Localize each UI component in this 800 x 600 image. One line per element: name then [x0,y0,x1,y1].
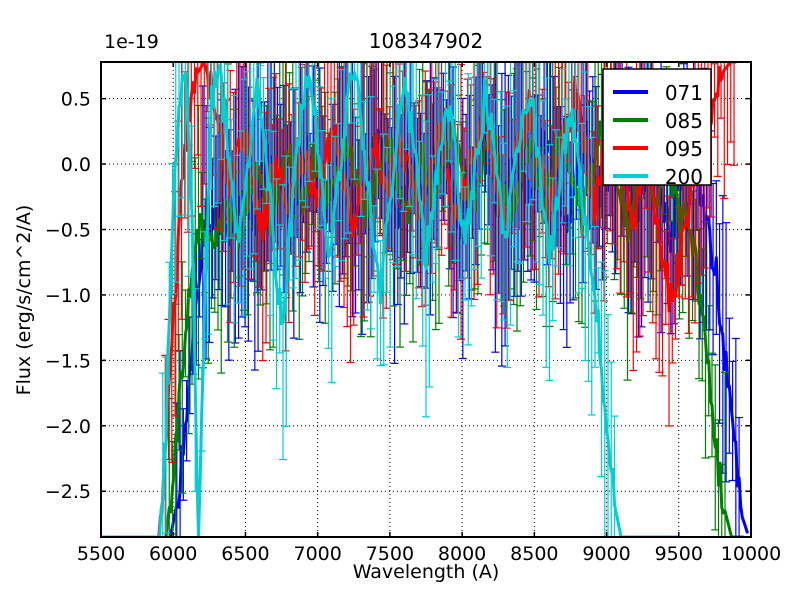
legend-box [602,68,712,186]
legend-label-200: 200 [665,165,703,189]
legend-label-071: 071 [665,81,703,105]
x-tick-label: 9500 [655,543,703,565]
y-axis-ticks: 0.5 0.0 −0.5 −1.0 −1.5 −2.0 −2.5 [45,89,751,503]
data-series-layer [101,62,749,537]
legend[interactable]: 071 085 095 200 [602,68,712,189]
x-tick-label: 6500 [221,543,269,565]
legend-label-095: 095 [665,137,703,161]
x-tick-label: 7500 [366,543,414,565]
y-tick-label: −1.5 [45,350,91,372]
x-tick-label: 8500 [510,543,558,565]
x-tick-label: 8000 [438,543,486,565]
x-tick-label: 6000 [149,543,197,565]
x-axis-ticks: 5500 6000 6500 7000 7500 8000 8500 9000 9500 1000… [77,62,781,565]
y-tick-label: 0.5 [61,89,91,111]
x-tick-label: 9000 [582,543,630,565]
y-axis-offset-text: 1e-19 [104,31,159,53]
plot-frame [100,61,752,538]
series-line-095 [157,62,738,537]
y-tick-label: −0.5 [45,219,91,241]
y-tick-label: −2.5 [45,481,91,503]
x-tick-label: 5500 [77,543,125,565]
y-axis-label: Flux (erg/s/cm^2/A) [13,205,35,396]
x-tick-label: 7000 [293,543,341,565]
legend-label-085: 085 [665,109,703,133]
legend-entries: 071 085 095 200 [613,81,703,189]
y-tick-label: −1.0 [45,285,91,307]
series-200 [101,62,680,537]
y-tick-label: 0.0 [61,154,91,176]
series-line-200 [101,64,680,537]
x-axis-label: Wavelength (A) [353,561,500,583]
x-tick-label: 10000 [721,543,781,565]
plot-title: 108347902 [369,29,484,53]
y-tick-label: −2.0 [45,416,91,438]
